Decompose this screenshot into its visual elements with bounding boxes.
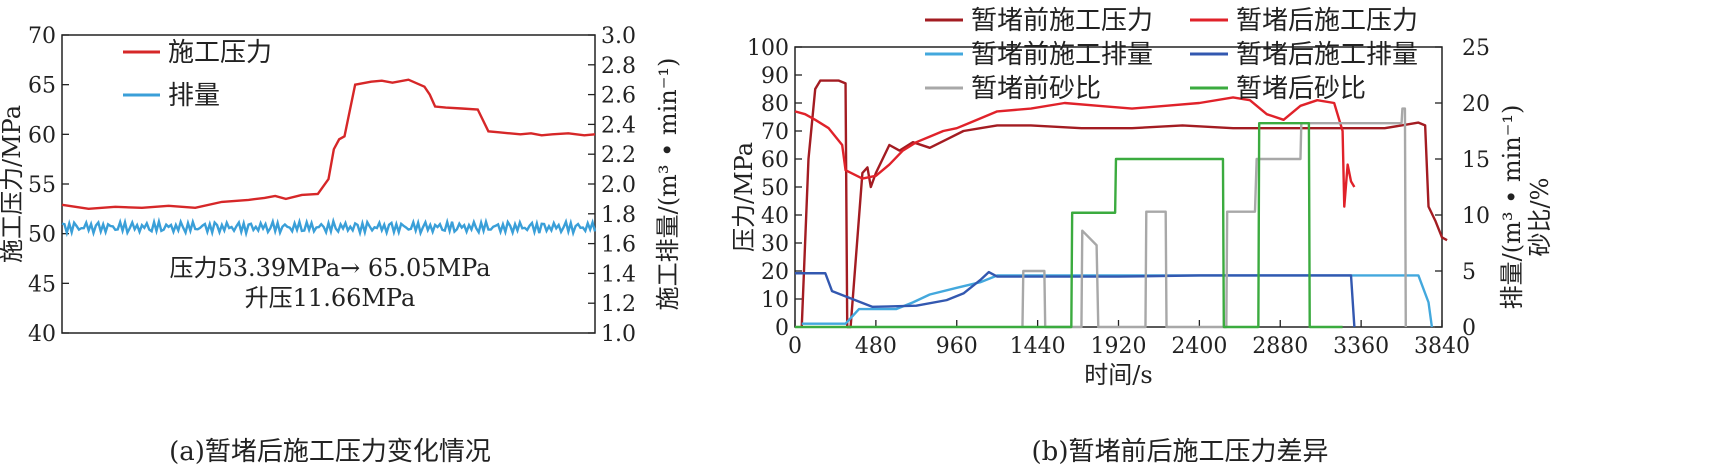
y-tick-label: 45 — [28, 272, 56, 297]
legend-label: 暂堵前砂比 — [971, 74, 1101, 104]
x-tick-label: 2880 — [1252, 334, 1308, 359]
y-tick-label: 100 — [747, 36, 789, 61]
y-tick-label: 70 — [28, 24, 56, 49]
series-line-1 — [800, 79, 1448, 329]
y-tick-label: 30 — [761, 232, 789, 257]
y-tick-label: 50 — [28, 223, 56, 248]
legend-label: 施工压力 — [168, 38, 272, 68]
y2-tick-label: 2.0 — [601, 173, 636, 198]
x-tick-label: 3840 — [1414, 334, 1470, 359]
y2-tick-label: 10 — [1462, 204, 1490, 229]
series-line-2 — [794, 96, 1356, 208]
y2-tick-label: 1.8 — [601, 203, 636, 228]
y-tick-label: 0 — [775, 316, 789, 341]
y2-tick-label: 2.6 — [601, 84, 636, 109]
y2-tick-label: 3.0 — [601, 24, 636, 49]
series-line-5 — [1021, 107, 1407, 329]
legend-label: 暂堵后施工排量 — [1236, 40, 1418, 70]
y2-tick-label: 1.4 — [601, 262, 636, 287]
legend-label: 暂堵后砂比 — [1236, 74, 1366, 104]
y-tick-label: 90 — [761, 64, 789, 89]
caption-a: (a)暂堵后施工压力变化情况 — [169, 437, 491, 467]
legend-label: 暂堵后施工压力 — [1236, 6, 1418, 36]
legend-label: 暂堵前施工排量 — [971, 40, 1153, 70]
chart-panel-a: 40 45 50 55 60 65 70 1.0 1.2 1.4 1.6 1.8 2.0 2.2 2.4 2.… — [0, 24, 682, 347]
series-line-3 — [801, 274, 1434, 328]
y2-tick-label: 1.2 — [601, 292, 636, 317]
y2-axis-label: 排量/(m³ • min⁻¹) — [1498, 105, 1526, 310]
y2-tick-label: 1.0 — [601, 322, 636, 347]
x-tick-label: 2400 — [1171, 334, 1227, 359]
x-tick-label: 1440 — [1010, 334, 1066, 359]
y-tick-label: 40 — [761, 204, 789, 229]
y2-tick-label: 5 — [1462, 260, 1476, 285]
legend-label: 排量 — [168, 81, 220, 111]
y-tick-label: 60 — [761, 148, 789, 173]
y-tick-label: 60 — [28, 123, 56, 148]
caption-b: (b)暂堵前后施工压力差异 — [1032, 437, 1329, 467]
y2-tick-label: 2.4 — [601, 113, 636, 138]
annotation-line-2: 升压11.66MPa — [245, 284, 416, 312]
x-tick-label: 3360 — [1333, 334, 1389, 359]
y-tick-label: 40 — [28, 322, 56, 347]
legend-label: 暂堵前施工压力 — [971, 6, 1153, 36]
y-axis-label: 压力/MPa — [730, 142, 758, 252]
y-tick-label: 20 — [761, 260, 789, 285]
x-tick-label: 480 — [855, 334, 897, 359]
y-axis-label: 施工压力/MPa — [0, 105, 26, 263]
x-tick-label: 1920 — [1091, 334, 1147, 359]
y2-tick-label: 0 — [1462, 316, 1476, 341]
y-tick-label: 80 — [761, 92, 789, 117]
series-line-4 — [795, 270, 1356, 328]
series-line-2 — [61, 216, 597, 238]
y-tick-label: 10 — [761, 288, 789, 313]
annotation-line-1: 压力53.39MPa→ 65.05MPa — [169, 254, 490, 282]
y2-tick-label: 1.6 — [601, 233, 636, 258]
y2-tick-label: 15 — [1462, 148, 1490, 173]
y-tick-label: 50 — [761, 176, 789, 201]
y2-tick-label: 20 — [1462, 92, 1490, 117]
y-tick-label: 55 — [28, 173, 56, 198]
y2-tick-label: 2.8 — [601, 54, 636, 79]
x-tick-label: 960 — [936, 334, 978, 359]
y3-axis-label: 砂比/% — [1526, 178, 1554, 257]
series-line-1 — [61, 78, 596, 211]
y2-tick-label: 25 — [1462, 36, 1490, 61]
series-line-6 — [795, 121, 1343, 329]
y-tick-label: 70 — [761, 120, 789, 145]
y2-tick-label: 2.2 — [601, 143, 636, 168]
x-axis-label: 时间/s — [1084, 361, 1152, 389]
y-tick-label: 65 — [28, 74, 56, 99]
y2-axis-label: 施工排量/(m³ • min⁻¹) — [654, 58, 682, 311]
x-tick-label: 0 — [788, 334, 802, 359]
